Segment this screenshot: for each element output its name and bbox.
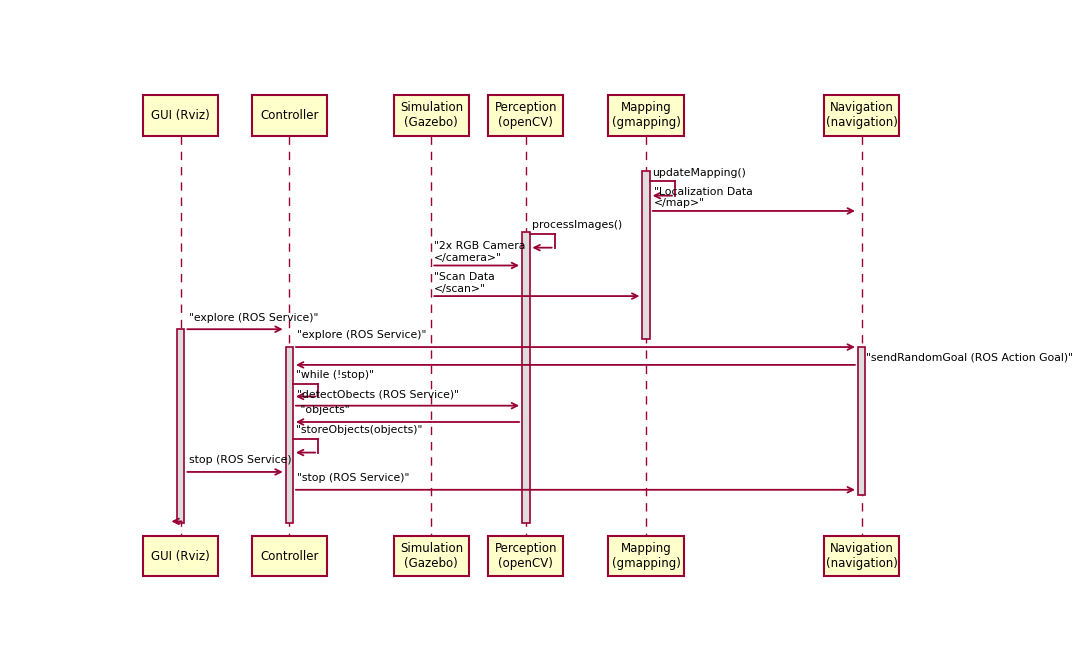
Bar xyxy=(858,347,866,495)
Text: Controller: Controller xyxy=(260,549,319,563)
Text: "objects": "objects" xyxy=(298,405,350,415)
Bar xyxy=(177,329,184,523)
Text: stop (ROS Service): stop (ROS Service) xyxy=(189,455,291,465)
Text: GUI (Rviz): GUI (Rviz) xyxy=(151,109,210,122)
Text: GUI (Rviz): GUI (Rviz) xyxy=(151,549,210,563)
Text: "explore (ROS Service)": "explore (ROS Service)" xyxy=(298,330,427,340)
Text: Perception
(openCV): Perception (openCV) xyxy=(495,542,557,570)
Bar xyxy=(143,536,218,577)
Text: Navigation
(navigation): Navigation (navigation) xyxy=(826,542,898,570)
Text: Mapping
(gmapping): Mapping (gmapping) xyxy=(611,542,680,570)
Bar xyxy=(252,536,327,577)
Bar xyxy=(642,171,650,340)
Text: Mapping
(gmapping): Mapping (gmapping) xyxy=(611,101,680,129)
Bar xyxy=(393,536,469,577)
Bar xyxy=(824,536,899,577)
Text: Simulation
(Gazebo): Simulation (Gazebo) xyxy=(400,542,462,570)
Bar xyxy=(143,95,218,136)
Text: Navigation
(navigation): Navigation (navigation) xyxy=(826,101,898,129)
Text: "detectObects (ROS Service)": "detectObects (ROS Service)" xyxy=(298,389,459,399)
Text: Perception
(openCV): Perception (openCV) xyxy=(495,101,557,129)
Text: "2x RGB Camera
</camera>": "2x RGB Camera </camera>" xyxy=(433,242,525,263)
Bar xyxy=(286,347,293,523)
Bar xyxy=(608,536,683,577)
Text: "Localization Data
</map>": "Localization Data </map>" xyxy=(654,187,752,209)
Text: "while (!stop)": "while (!stop)" xyxy=(295,370,374,380)
Text: updateMapping(): updateMapping() xyxy=(652,168,746,178)
Text: "sendRandomGoal (ROS Action Goal)": "sendRandomGoal (ROS Action Goal)" xyxy=(866,352,1073,362)
Bar xyxy=(393,95,469,136)
Text: "explore (ROS Service)": "explore (ROS Service)" xyxy=(189,312,318,322)
Text: "storeObjects(objects)": "storeObjects(objects)" xyxy=(295,425,421,435)
Bar xyxy=(488,536,564,577)
Bar xyxy=(252,95,327,136)
Bar xyxy=(488,95,564,136)
Text: "stop (ROS Service)": "stop (ROS Service)" xyxy=(298,473,410,483)
Bar xyxy=(608,95,683,136)
Bar xyxy=(824,95,899,136)
Text: processImages(): processImages() xyxy=(533,220,622,230)
Text: "Scan Data
</scan>": "Scan Data </scan>" xyxy=(433,272,495,293)
Text: Controller: Controller xyxy=(260,109,319,122)
Bar xyxy=(522,232,529,523)
Text: Simulation
(Gazebo): Simulation (Gazebo) xyxy=(400,101,462,129)
